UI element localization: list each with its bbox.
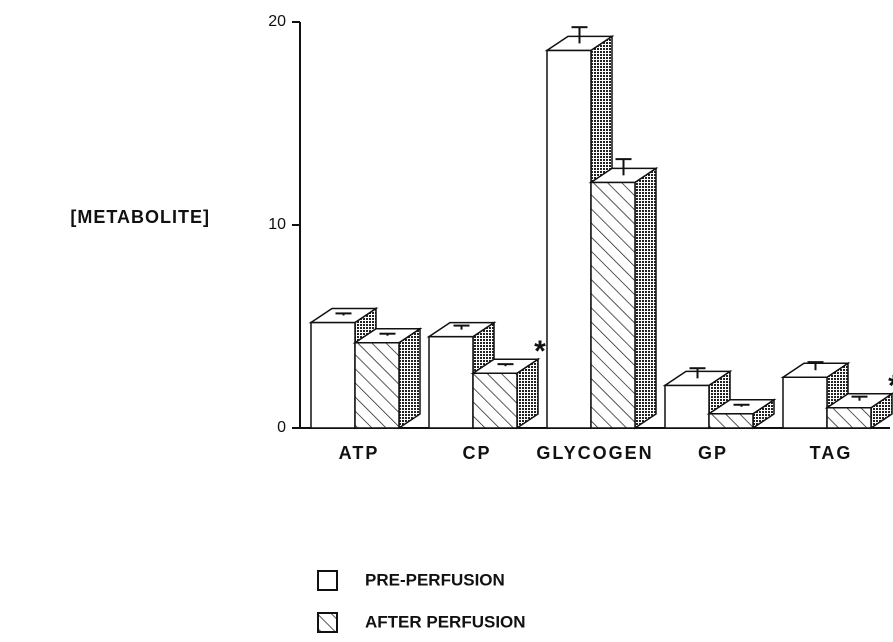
y-axis-label: [METABOLITE]	[70, 207, 210, 227]
significance-marker: *	[534, 335, 546, 368]
bar-side	[634, 166, 657, 430]
legend-swatch	[317, 570, 338, 591]
bar	[354, 341, 400, 429]
x-tick-label: TAG	[810, 443, 853, 463]
bar	[664, 384, 710, 429]
x-tick-label: GP	[698, 443, 728, 463]
bar	[590, 181, 636, 429]
legend-label: PRE-PERFUSION	[365, 570, 505, 589]
bar	[546, 49, 592, 429]
bar	[708, 413, 754, 429]
y-tick-label: 10	[268, 216, 286, 233]
x-tick-label: CP	[462, 443, 491, 463]
legend-label: AFTER PERFUSION	[365, 612, 526, 631]
y-tick-label: 0	[277, 419, 286, 436]
bar-side	[398, 327, 421, 430]
bar	[310, 321, 356, 429]
bar	[472, 372, 518, 429]
y-tick-label: 20	[268, 13, 286, 30]
bar	[782, 376, 828, 429]
bar	[428, 335, 474, 429]
x-tick-label: ATP	[339, 443, 380, 463]
legend-swatch	[317, 612, 338, 633]
x-tick-label: GLYCOGEN	[536, 443, 653, 463]
bar	[826, 406, 872, 429]
significance-marker: *	[888, 370, 893, 403]
